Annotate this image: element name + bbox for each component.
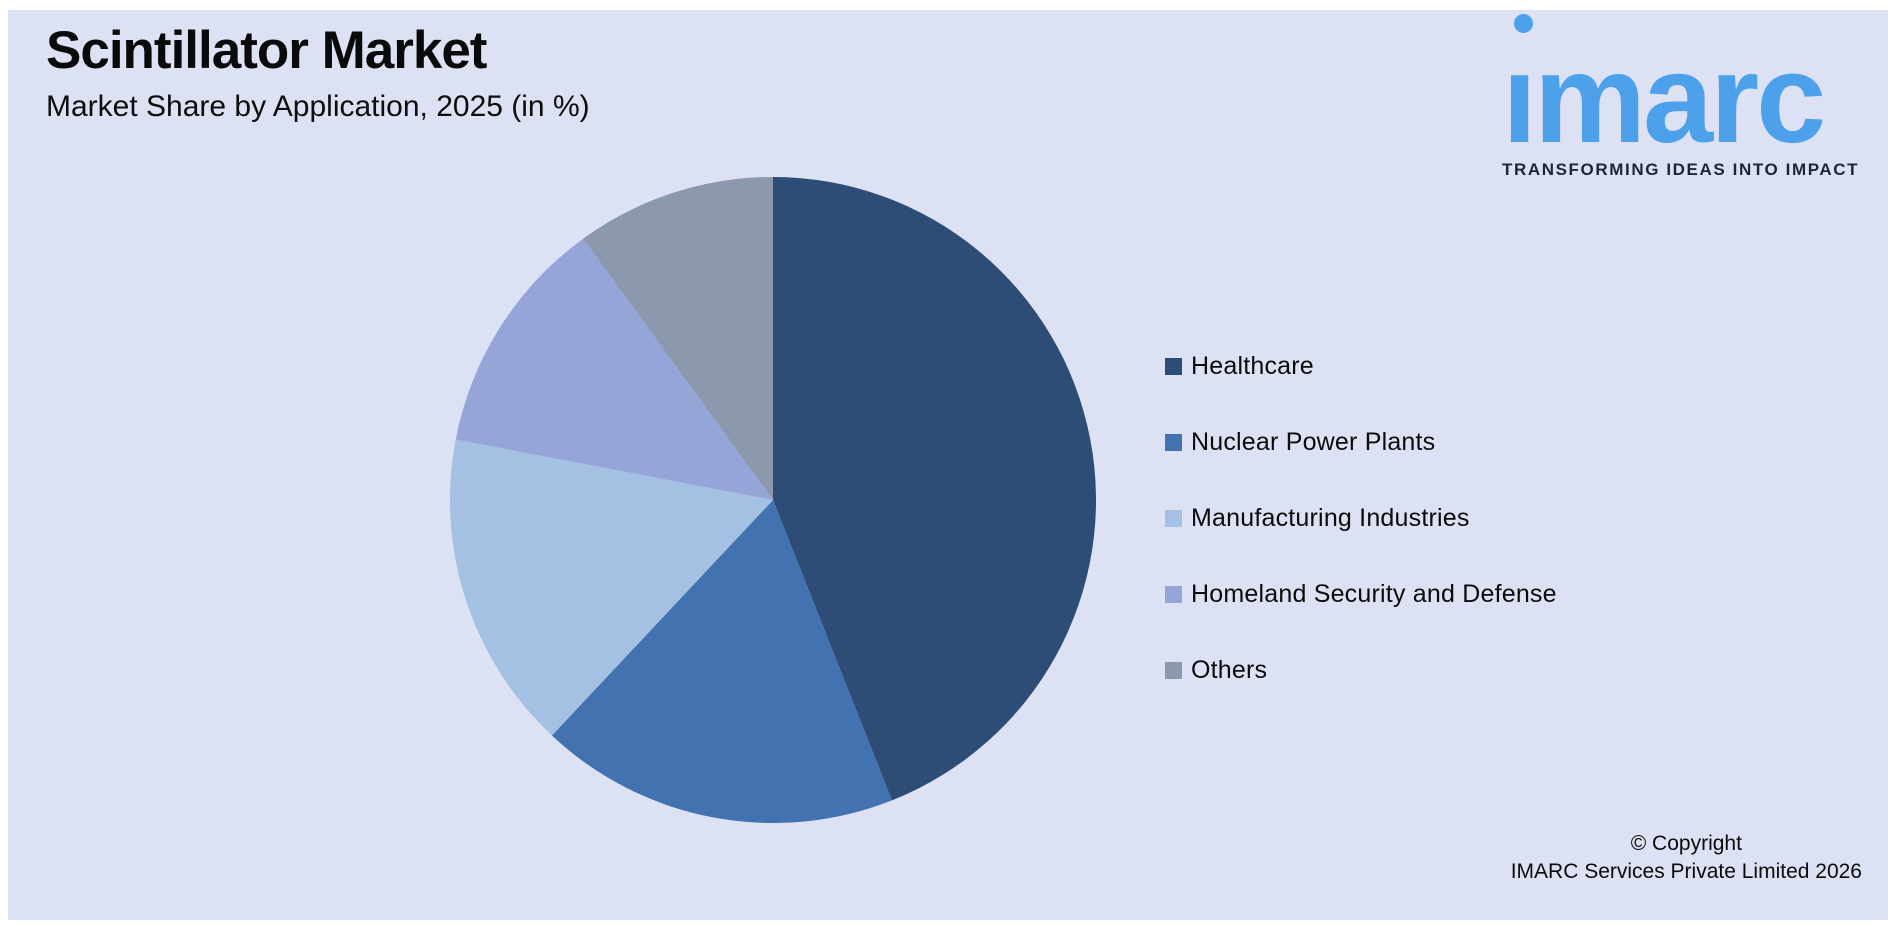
- pie-slice-healthcare: [773, 177, 1097, 801]
- imarc-logo: ımarc TRANSFORMING IDEAS INTO IMPACT: [1502, 14, 1872, 180]
- legend: Healthcare Nuclear Power Plants Manufactur…: [1165, 351, 1557, 685]
- legend-swatch-icon: [1165, 433, 1182, 451]
- logo-wordmark: ımarc: [1502, 28, 1826, 169]
- pie-slice-others: [583, 177, 773, 500]
- legend-item-nuclear-power-plants: Nuclear Power Plants: [1165, 427, 1557, 457]
- page-title: Scintillator Market: [46, 21, 487, 80]
- pie-slice-nuclear-power-plants: [551, 500, 892, 824]
- pie-svg: [449, 177, 1097, 824]
- copyright-line1: © Copyright: [1630, 832, 1742, 855]
- legend-swatch-icon: [1165, 509, 1182, 527]
- legend-label: Healthcare: [1191, 351, 1314, 380]
- legend-swatch-icon: [1165, 585, 1182, 603]
- legend-label: Manufacturing Industries: [1191, 503, 1470, 532]
- copyright-line2: IMARC Services Private Limited 2026: [1510, 860, 1862, 883]
- pie-slice-homeland-security-and-defense: [455, 238, 773, 500]
- legend-label: Nuclear Power Plants: [1191, 427, 1436, 456]
- pie-slice-manufacturing-industries: [449, 439, 773, 736]
- legend-swatch-icon: [1165, 357, 1182, 375]
- legend-item-manufacturing-industries: Manufacturing Industries: [1165, 503, 1557, 533]
- pie-chart: [449, 177, 1097, 824]
- logo-tagline: TRANSFORMING IDEAS INTO IMPACT: [1502, 160, 1860, 180]
- copyright-notice: © Copyright IMARC Services Private Limit…: [1511, 830, 1862, 886]
- legend-item-others: Others: [1165, 655, 1557, 685]
- legend-label: Homeland Security and Defense: [1191, 579, 1557, 608]
- legend-item-healthcare: Healthcare: [1165, 351, 1557, 381]
- logo-dot-icon: [1514, 14, 1533, 33]
- legend-label: Others: [1191, 655, 1268, 684]
- legend-swatch-icon: [1165, 661, 1182, 679]
- legend-item-homeland-security-and-defense: Homeland Security and Defense: [1165, 579, 1557, 609]
- page-subtitle: Market Share by Application, 2025 (in %): [46, 90, 590, 123]
